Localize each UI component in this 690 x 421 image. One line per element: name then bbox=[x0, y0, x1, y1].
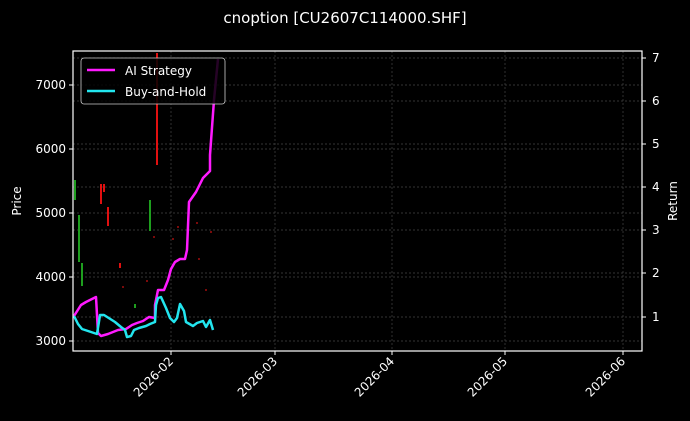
y-tick-right: 5 bbox=[652, 137, 660, 151]
chart-title: cnoption [CU2607C114000.SHF] bbox=[223, 9, 467, 27]
y-tick-left: 5000 bbox=[35, 206, 66, 220]
y-tick-right: 4 bbox=[652, 180, 660, 194]
x-tick: 2026-02 bbox=[131, 354, 176, 399]
x-tick: 2026-06 bbox=[583, 354, 628, 399]
y-tick-right: 7 bbox=[652, 51, 660, 65]
y-axis-label-left: Price bbox=[10, 186, 24, 215]
x-tick: 2026-03 bbox=[235, 354, 280, 399]
plot-frame bbox=[72, 50, 643, 352]
y-tick-left: 6000 bbox=[35, 142, 66, 156]
x-axis bbox=[170, 351, 624, 355]
y-tick-right: 1 bbox=[652, 310, 660, 324]
y-axis-label-right: Return bbox=[666, 181, 680, 221]
grid bbox=[73, 51, 642, 351]
buy-and-hold-line bbox=[72, 295, 215, 339]
y-tick-left: 7000 bbox=[35, 78, 66, 92]
legend-label-ai-strategy: AI Strategy bbox=[125, 64, 192, 78]
x-tick: 2026-05 bbox=[465, 354, 510, 399]
y-tick-right: 6 bbox=[652, 94, 660, 108]
y-tick-left: 3000 bbox=[35, 334, 66, 348]
ai-strategy-line bbox=[72, 58, 220, 338]
price-candles bbox=[74, 53, 212, 308]
y-axis-right bbox=[642, 57, 646, 318]
legend: AI Strategy Buy-and-Hold bbox=[80, 57, 226, 105]
x-tick: 2026-04 bbox=[352, 354, 397, 399]
legend-label-buy-and-hold: Buy-and-Hold bbox=[125, 85, 206, 99]
y-tick-right: 3 bbox=[652, 223, 660, 237]
y-tick-left: 4000 bbox=[35, 270, 66, 284]
y-axis-left bbox=[69, 84, 73, 342]
y-tick-right: 2 bbox=[652, 266, 660, 280]
